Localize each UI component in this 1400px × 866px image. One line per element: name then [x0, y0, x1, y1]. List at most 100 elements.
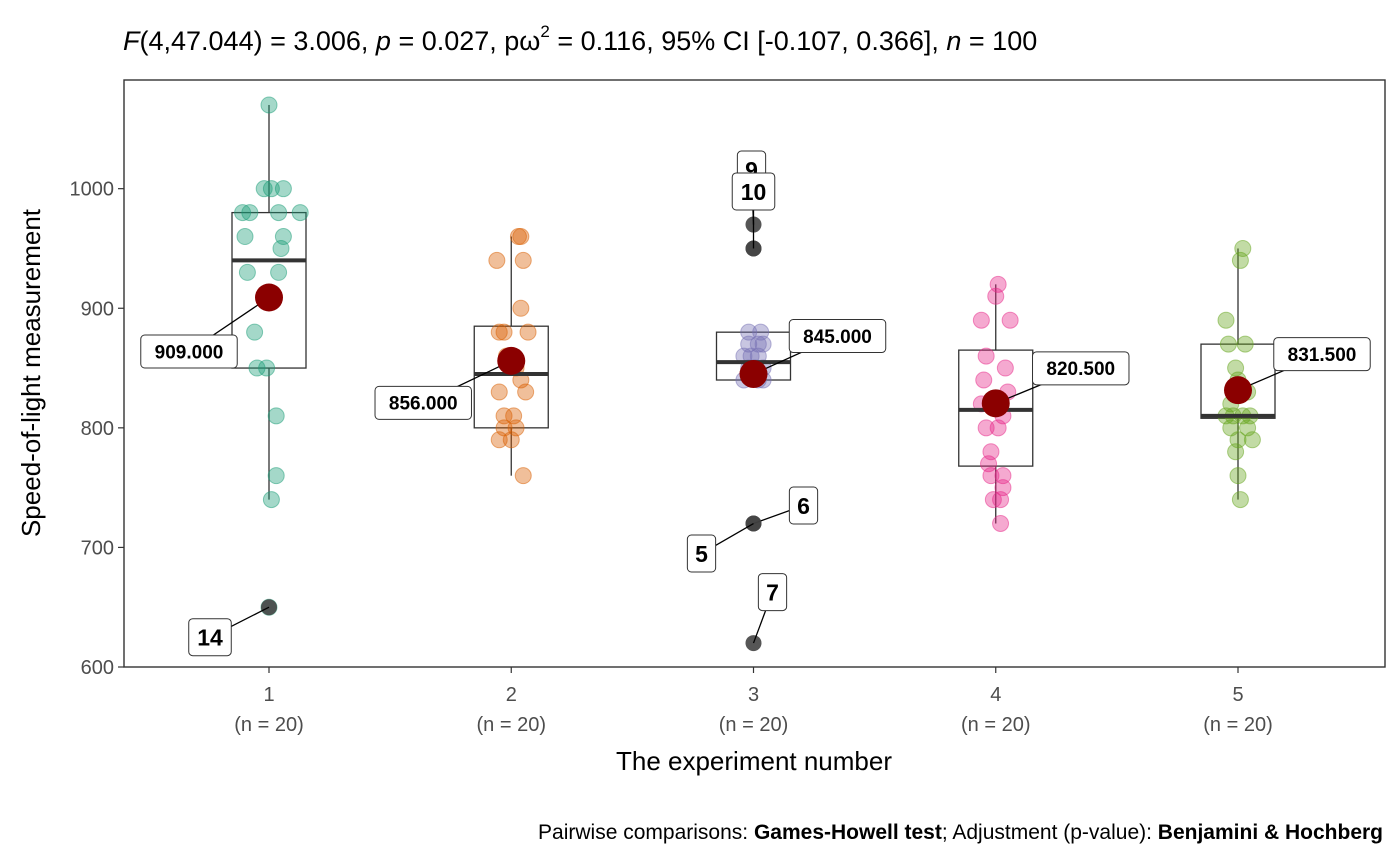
caption-prefix: Pairwise comparisons: — [538, 821, 754, 844]
data-point — [267, 467, 285, 485]
data-point — [262, 491, 280, 509]
x-axis-title: The experiment number — [616, 746, 892, 776]
caption-adjust: Benjamini & Hochberg — [1158, 821, 1383, 844]
outlier-label-5: 5 — [686, 534, 717, 573]
outlier-label-10: 10 — [731, 172, 776, 211]
mean-label-box — [1273, 337, 1371, 372]
data-point — [984, 491, 1002, 509]
data-point — [270, 204, 288, 222]
x-tick-label: 2 — [506, 684, 517, 706]
title-n-value: = 100 — [961, 26, 1037, 56]
data-point — [260, 96, 278, 114]
x-tick-label: 3 — [748, 684, 759, 706]
mean-point — [1224, 376, 1252, 405]
data-point — [248, 359, 266, 377]
group-4: 4 (n = 20) — [958, 275, 1081, 736]
mean-label-text: 909.000 — [155, 342, 224, 363]
data-point — [517, 383, 535, 401]
mean-label-text: 820.500 — [1046, 359, 1115, 380]
data-point — [977, 419, 995, 437]
outlier-label-7: 7 — [757, 573, 788, 612]
mean-label: 831.500 — [1273, 337, 1371, 372]
data-point — [1231, 491, 1249, 509]
x-tick-label: 4 — [990, 684, 1001, 706]
data-point — [234, 204, 252, 222]
data-point — [238, 263, 256, 281]
mean-label-text: 831.500 — [1288, 345, 1357, 366]
outlier-label-6-text: 6 — [797, 493, 810, 519]
y-tick-label: 900 — [81, 298, 114, 320]
y-tick-label: 800 — [81, 418, 114, 440]
y-tick-label: 700 — [81, 537, 114, 559]
data-point — [490, 383, 508, 401]
title-sup: 2 — [540, 22, 549, 41]
outlier-label-5-box — [686, 534, 717, 573]
data-point — [972, 311, 990, 329]
data-point — [987, 287, 1005, 305]
mean-point — [255, 283, 283, 312]
data-point — [267, 407, 285, 425]
data-point — [258, 359, 276, 377]
outlier-label-7-box — [757, 573, 788, 612]
data-point — [272, 239, 290, 257]
x-tick-label: 5 — [1232, 684, 1243, 706]
data-point — [512, 299, 530, 317]
data-point — [291, 204, 309, 222]
title-p-symbol: p — [375, 26, 391, 56]
mean-label-box — [1032, 351, 1130, 386]
group-3: 3 (n = 20) — [701, 169, 838, 736]
group-2: 2 (n = 20) — [422, 228, 549, 736]
box — [231, 211, 307, 369]
data-point — [509, 228, 527, 246]
data-point — [270, 263, 288, 281]
x-tick-label: 1 — [263, 684, 274, 706]
data-point — [519, 323, 537, 341]
caption-test: Games-Howell test — [754, 821, 942, 844]
data-point — [740, 323, 758, 341]
y-tick-label: 1000 — [70, 179, 115, 201]
x-tick-n-label: (n = 20) — [961, 714, 1030, 736]
data-point — [490, 323, 508, 341]
data-point — [992, 515, 1010, 533]
title-f-symbol: F — [123, 26, 141, 56]
mean-point — [497, 346, 526, 375]
outlier-label-6: 6 — [788, 486, 819, 525]
title-rest: = 0.116, 95% CI [-0.107, 0.366], — [550, 26, 947, 56]
box — [1200, 343, 1276, 419]
title-p-value: = 0.027, pω — [391, 26, 540, 56]
data-point — [749, 335, 767, 353]
data-point — [505, 407, 523, 425]
x-tick-n-label: (n = 20) — [477, 714, 546, 736]
data-point — [1231, 251, 1249, 269]
data-point — [1229, 467, 1247, 485]
data-point — [488, 251, 506, 269]
mean-label: 909.000 — [140, 334, 238, 369]
plot-panel-border — [123, 79, 1386, 668]
title-f-args: (4,47.044) = 3.006, — [140, 26, 376, 56]
group-1: 1 (n = 20) — [188, 96, 309, 736]
outlier-label-14-box — [188, 618, 232, 657]
data-point — [1217, 311, 1235, 329]
data-point — [236, 228, 254, 246]
data-point — [982, 467, 1000, 485]
outlier-label-6-box — [788, 486, 819, 525]
outlier-label-14: 14 — [188, 618, 232, 657]
y-tick-label: 600 — [81, 657, 114, 679]
data-point — [992, 491, 1010, 509]
data-point — [996, 359, 1014, 377]
mean-point — [739, 360, 768, 389]
data-point — [262, 180, 280, 198]
mean-label: 856.000 — [374, 385, 472, 420]
x-tick-n-label: (n = 20) — [234, 714, 303, 736]
mean-label-box — [374, 385, 472, 420]
data-point — [495, 407, 513, 425]
outlier-label-7-text: 7 — [766, 579, 779, 605]
mean-label-box — [788, 319, 887, 354]
x-tick-n-label: (n = 20) — [719, 714, 788, 736]
title-n-symbol: n — [946, 26, 961, 56]
caption-middle: ; Adjustment (p-value): — [942, 821, 1158, 844]
data-point — [1227, 443, 1245, 461]
plot-area: 600 700 800 900 1000 1 (n = 20) 14 909.000 2 (n = … — [70, 79, 1386, 736]
data-point — [1236, 335, 1254, 353]
